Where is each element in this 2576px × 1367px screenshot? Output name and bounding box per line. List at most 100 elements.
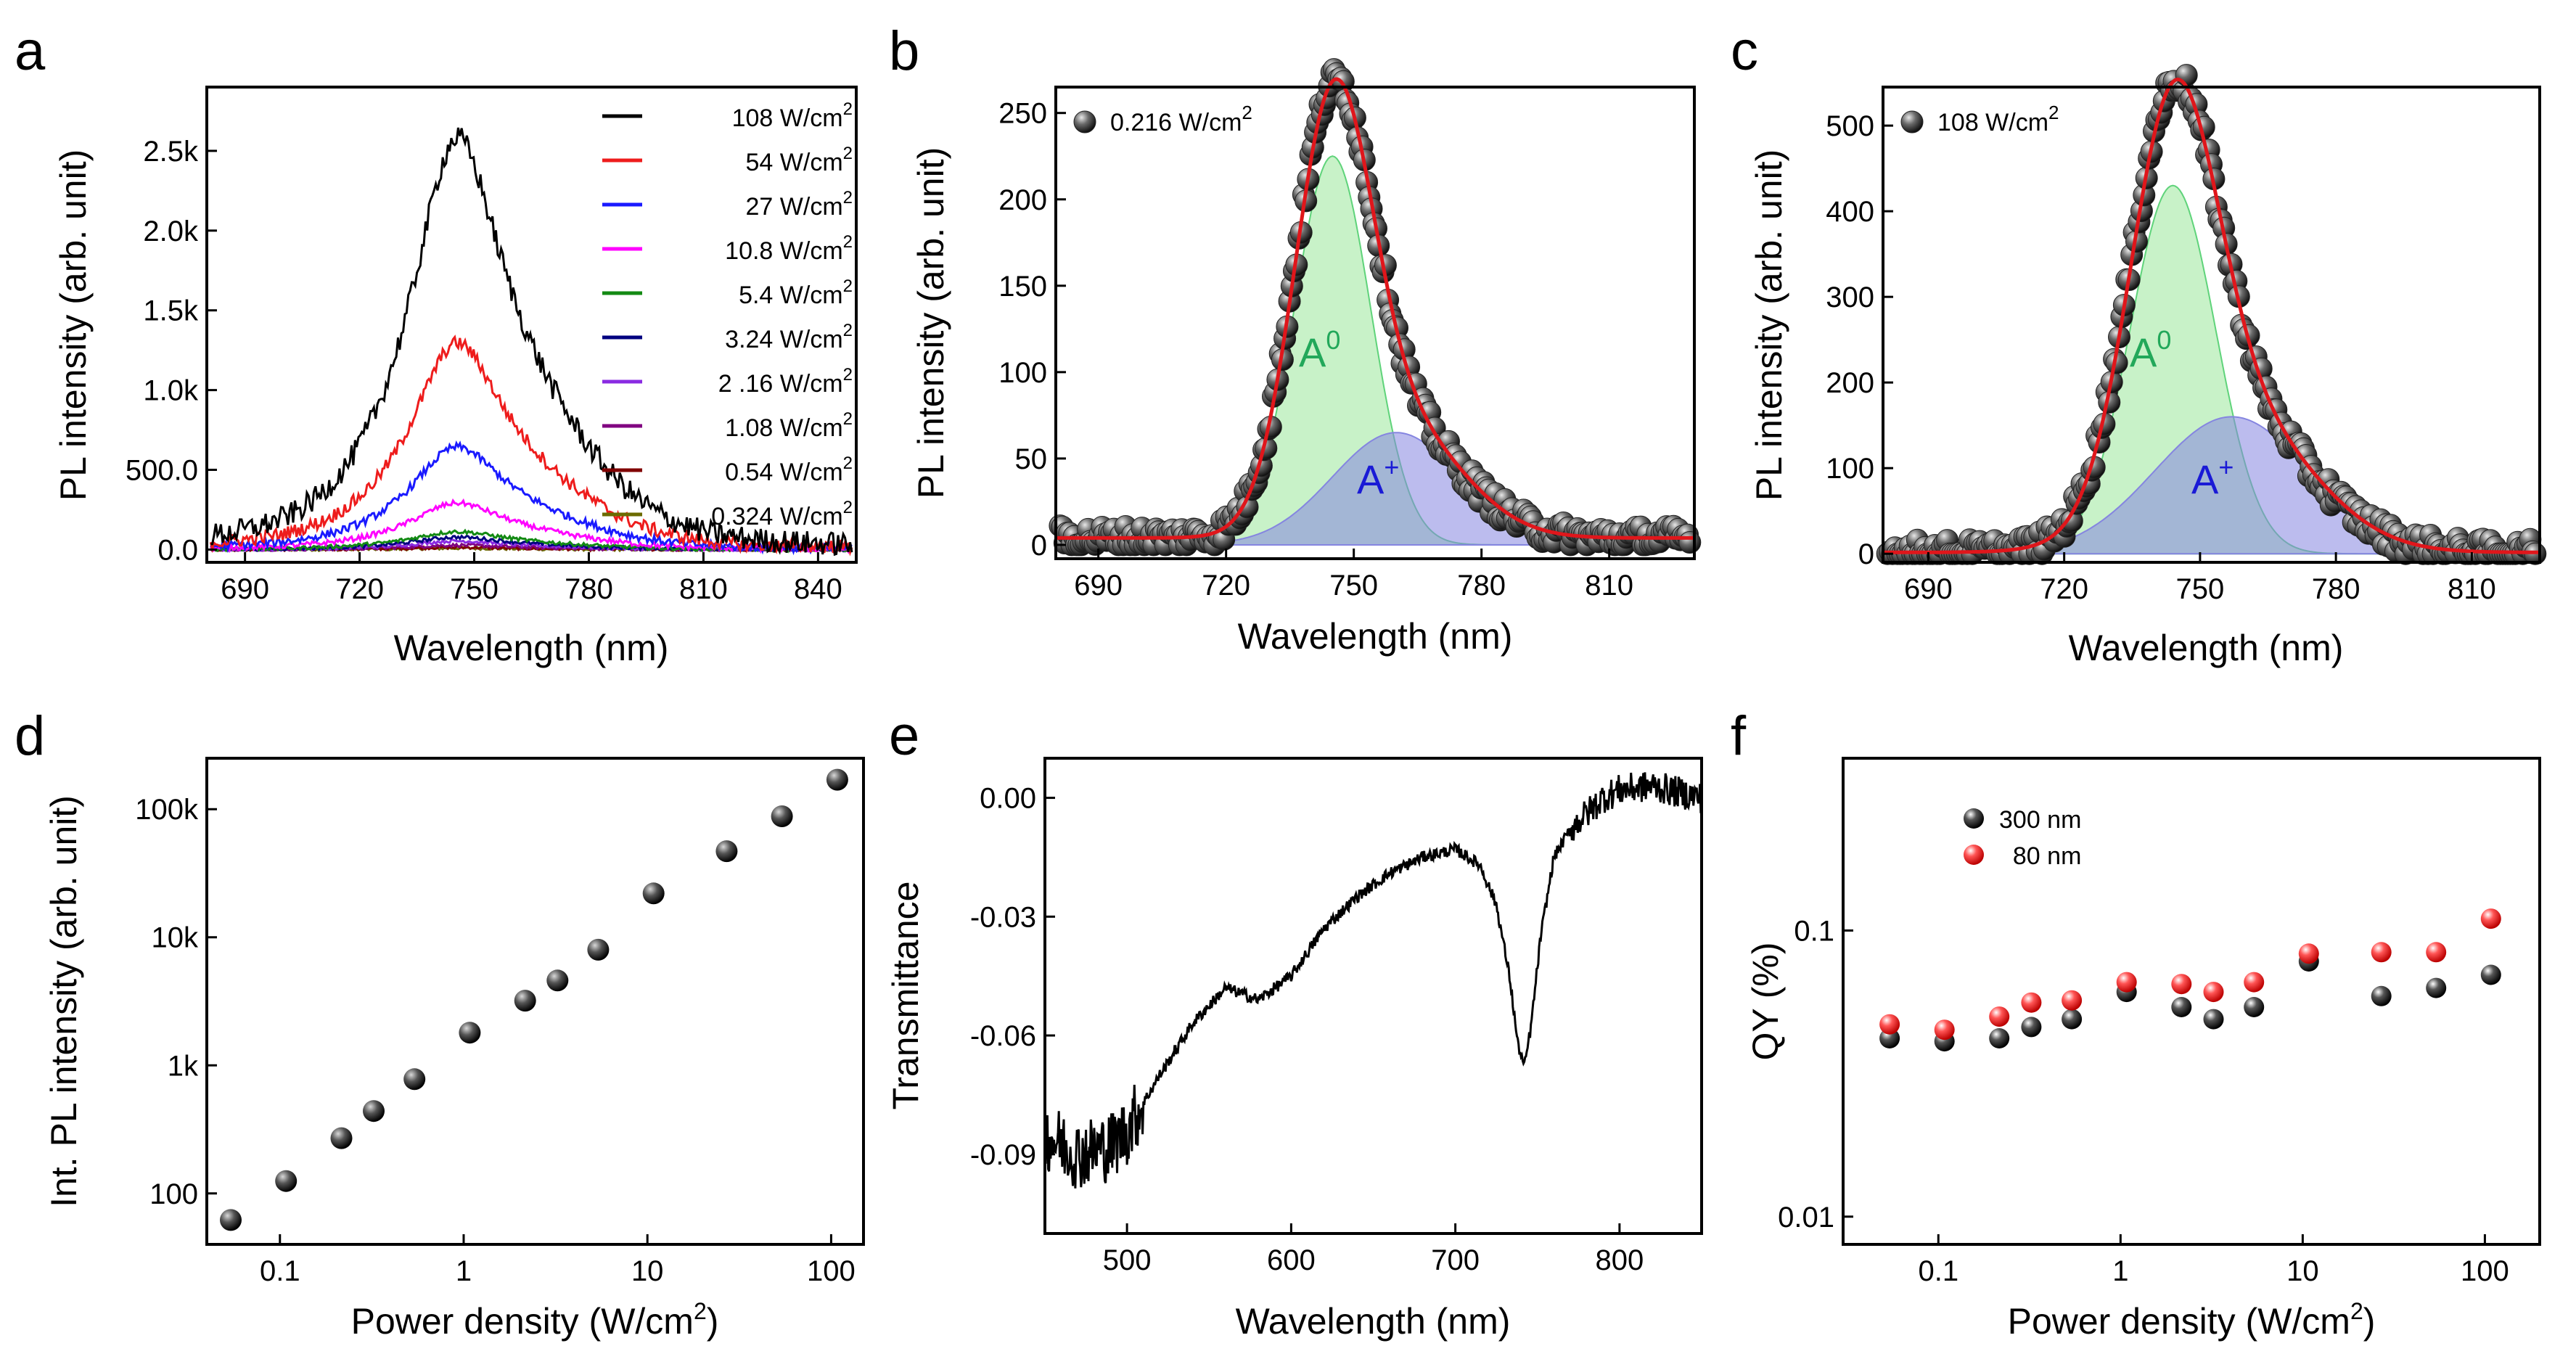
panel-b-data-point xyxy=(1678,531,1702,554)
panel-c-x-tick-label: 720 xyxy=(2040,573,2088,605)
panel-b-letter: b xyxy=(889,20,919,82)
panel-a-legend-label: 0.54 W/cm2 xyxy=(725,453,853,486)
panel-e-x-tick-label: 500 xyxy=(1103,1244,1152,1276)
panel-c-legend-label: 108 W/cm2 xyxy=(1937,102,2059,136)
panel-f-data-point xyxy=(2298,943,2319,964)
panel-b-x-tick-label: 690 xyxy=(1074,570,1123,602)
panel-c-x-tick-label: 810 xyxy=(2448,573,2496,605)
panel-e: e 500 600 700 800 0.00 -0.03 -0.06 -0.09 Wavele… xyxy=(885,705,1703,1342)
panel-a-y-tick-label: 1.5k xyxy=(143,295,199,327)
panel-a-legend: 108 W/cm2 54 W/cm2 27 W/cm2 10.8 W/cm2 5.4 W… xyxy=(602,99,853,530)
panel-f-data-point xyxy=(2116,972,2137,993)
panel-f-data-point xyxy=(2203,982,2224,1003)
panel-c-y-tick-label: 300 xyxy=(1826,282,1874,313)
panel-e-x-tick-label: 800 xyxy=(1596,1244,1644,1276)
panel-d-data-point xyxy=(715,840,738,863)
panel-f-points xyxy=(1879,908,2501,1052)
panel-d-ticks: 0.1 1 10 100 100 1k 10k 100k xyxy=(135,794,856,1287)
panel-f-data-point xyxy=(1934,1019,1955,1040)
panel-b-y-tick-label: 0 xyxy=(1031,530,1047,562)
panel-c-x-tick-label: 690 xyxy=(1904,573,1953,605)
panel-a-y-tick-label: 500.0 xyxy=(126,455,198,487)
panel-a-legend-label: 10.8 W/cm2 xyxy=(725,232,853,265)
panel-a-legend-label: 2 .16 W/cm2 xyxy=(718,365,853,398)
panel-b-x-tick-label: 720 xyxy=(1202,570,1250,602)
panel-f-plot-frame xyxy=(1842,757,2541,1246)
panel-f-data-point xyxy=(1879,1028,1900,1048)
panel-c-plot-frame xyxy=(1882,86,2541,564)
panel-a-legend-label: 1.08 W/cm2 xyxy=(725,409,853,442)
panel-b-aplus-label: A+ xyxy=(1357,452,1399,502)
panel-c-aplus-label: A+ xyxy=(2191,452,2234,502)
panel-c-labels: 108 W/cm2 A0 A+ xyxy=(1900,102,2234,502)
panel-d-data-point xyxy=(771,805,793,827)
panel-d-y-tick-label: 100 xyxy=(149,1178,198,1210)
panel-a-y-axis-title: PL intensity (arb. unit) xyxy=(53,149,94,501)
panel-a-y-tick-label: 0.0 xyxy=(157,534,198,566)
panel-e-transmittance-line xyxy=(1043,772,1703,1189)
panel-f-letter: f xyxy=(1731,705,1747,767)
panel-b-y-tick-label: 100 xyxy=(998,357,1047,389)
panel-a-x-tick-label: 750 xyxy=(450,573,499,605)
panel-f-legend-marker xyxy=(1964,845,1984,865)
panel-e-ticks: 500 600 700 800 0.00 -0.03 -0.06 -0.09 xyxy=(970,783,1644,1276)
panel-d-data-point xyxy=(363,1100,385,1122)
panel-b-ticks: 690 720 750 780 810 0 50 100 150 200 250 xyxy=(998,98,1633,602)
panel-c-ticks: 690 720 750 780 810 0 100 200 300 400 500 xyxy=(1826,110,2496,605)
panel-f-data-point xyxy=(2021,992,2042,1013)
panel-d-x-tick-label: 1 xyxy=(456,1255,472,1287)
panel-e-y-axis-title: Transmittance xyxy=(885,882,926,1110)
panel-c-y-tick-label: 0 xyxy=(1858,538,1874,570)
panel-a: a 690 720 750 780 810 840 0.0 500.0 1.0k 1.5k 2.0k… xyxy=(15,20,858,668)
panel-b-y-tick-label: 150 xyxy=(998,271,1047,303)
panel-b-total-fit-line xyxy=(1056,77,1694,540)
panel-c-a0-label: A0 xyxy=(2130,325,2171,375)
panel-a-y-tick-label: 2.5k xyxy=(143,136,199,168)
panel-f-data-point xyxy=(1879,1014,1900,1035)
panel-c-legend-marker xyxy=(1900,110,1924,134)
panel-d-data-point xyxy=(220,1209,242,1231)
panel-c-y-axis-title: PL intensity (arb. unit) xyxy=(1749,149,1789,501)
panel-b-y-axis-title: PL intensity (arb. unit) xyxy=(911,147,951,498)
panel-c: c 690 720 750 780 810 0 100 200 300 400 500 108 W/… xyxy=(1731,20,2547,668)
panel-c-y-tick-label: 100 xyxy=(1826,453,1874,485)
panel-d-x-tick-label: 10 xyxy=(631,1255,664,1287)
panel-c-x-axis-title: Wavelength (nm) xyxy=(2069,628,2344,668)
panel-b-x-tick-label: 780 xyxy=(1457,570,1506,602)
panel-f-data-point xyxy=(2480,964,2501,985)
panel-b-x-axis-title: Wavelength (nm) xyxy=(1238,616,1513,657)
panel-e-x-axis-title: Wavelength (nm) xyxy=(1236,1301,1511,1342)
panel-e-line xyxy=(1043,772,1703,1189)
panel-a-y-tick-label: 2.0k xyxy=(143,215,199,247)
panel-c-letter: c xyxy=(1731,20,1758,82)
panel-b-plot-frame xyxy=(1054,86,1696,560)
panel-f-data-point xyxy=(2171,974,2192,995)
panel-f-x-tick-label: 1 xyxy=(2112,1255,2128,1287)
panel-a-series-line xyxy=(210,127,853,557)
panel-d-y-axis-title: Int. PL intensity (arb. unit) xyxy=(44,795,84,1207)
panel-b-y-tick-label: 50 xyxy=(1015,443,1048,475)
panel-a-x-tick-label: 840 xyxy=(794,573,842,605)
panel-f-legend-label: 80 nm xyxy=(1999,842,2081,870)
panel-d-data-point xyxy=(514,990,536,1012)
panel-c-x-tick-label: 780 xyxy=(2312,573,2360,605)
panel-a-series-line xyxy=(210,498,853,554)
panel-f-data-point xyxy=(2244,997,2265,1017)
panel-d-y-tick-label: 1k xyxy=(168,1050,199,1082)
panel-b-a0-label: A0 xyxy=(1299,325,1340,375)
panel-f-x-axis-title: Power density (W/cm2) xyxy=(2008,1298,2376,1342)
panel-e-y-tick-label: 0.00 xyxy=(980,783,1036,815)
panel-e-plot-frame xyxy=(1043,757,1703,1235)
panel-a-x-tick-label: 780 xyxy=(565,573,613,605)
panel-f-data-point xyxy=(2062,990,2083,1011)
panel-b-legend-label: 0.216 W/cm2 xyxy=(1110,102,1252,136)
panel-a-series xyxy=(209,127,853,557)
panel-a-legend-label: 5.4 W/cm2 xyxy=(739,276,853,309)
panel-a-legend-label: 108 W/cm2 xyxy=(732,99,853,132)
panel-c-y-tick-label: 400 xyxy=(1826,196,1874,228)
panel-f-data-point xyxy=(2371,942,2392,963)
panel-d-data-point xyxy=(459,1022,481,1044)
panel-f-data-point xyxy=(2244,972,2265,993)
panel-a-legend-label: 0.324 W/cm2 xyxy=(711,498,853,530)
panel-e-y-tick-label: -0.09 xyxy=(970,1139,1036,1171)
